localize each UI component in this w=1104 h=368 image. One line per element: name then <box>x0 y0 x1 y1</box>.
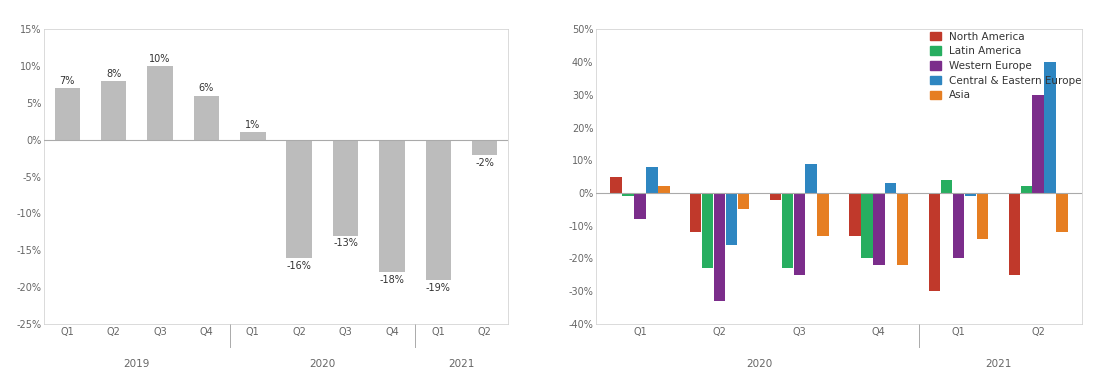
Bar <box>817 193 829 236</box>
Bar <box>1020 187 1032 193</box>
Bar <box>806 163 817 193</box>
Bar <box>1032 95 1043 193</box>
Bar <box>240 132 266 140</box>
Bar <box>623 193 634 196</box>
Bar <box>379 140 405 272</box>
Bar <box>193 96 220 140</box>
Text: -2%: -2% <box>475 158 495 167</box>
Bar <box>1044 62 1055 193</box>
Bar <box>690 193 701 232</box>
Bar <box>1057 193 1068 232</box>
Bar <box>965 193 976 196</box>
Bar <box>941 180 953 193</box>
Bar <box>702 193 713 268</box>
Bar <box>885 183 896 193</box>
Text: 2021: 2021 <box>985 359 1011 368</box>
Text: 8%: 8% <box>106 69 121 79</box>
Bar <box>471 140 498 155</box>
Bar <box>100 81 127 140</box>
Bar <box>147 66 173 140</box>
Bar <box>1009 193 1020 275</box>
Text: -16%: -16% <box>287 261 311 270</box>
Legend: North America, Latin America, Western Europe, Central & Eastern Europe, Asia: North America, Latin America, Western Eu… <box>931 32 1082 100</box>
Bar <box>861 193 872 258</box>
Bar <box>658 187 669 193</box>
Text: 2020: 2020 <box>746 359 773 368</box>
Text: -19%: -19% <box>426 283 450 293</box>
Bar <box>737 193 750 209</box>
Text: 2021: 2021 <box>448 359 475 368</box>
Bar <box>54 88 81 140</box>
Text: 6%: 6% <box>199 84 214 93</box>
Bar <box>646 167 658 193</box>
Bar <box>714 193 725 301</box>
Bar <box>977 193 988 239</box>
Bar <box>794 193 805 275</box>
Bar <box>782 193 793 268</box>
Bar <box>928 193 941 291</box>
Text: -13%: -13% <box>333 238 358 248</box>
Text: 2020: 2020 <box>309 359 336 368</box>
Bar <box>849 193 861 236</box>
Bar <box>286 140 312 258</box>
Bar <box>332 140 359 236</box>
Bar <box>425 140 452 280</box>
Text: 1%: 1% <box>245 120 261 130</box>
Bar <box>953 193 964 258</box>
Bar <box>898 193 909 265</box>
Bar <box>635 193 646 219</box>
Text: 10%: 10% <box>149 54 171 64</box>
Bar <box>873 193 884 265</box>
Bar <box>725 193 737 245</box>
Text: -18%: -18% <box>380 275 404 285</box>
Bar <box>769 193 781 199</box>
Text: 2019: 2019 <box>124 359 150 368</box>
Text: 7%: 7% <box>60 76 75 86</box>
Bar <box>611 177 622 193</box>
